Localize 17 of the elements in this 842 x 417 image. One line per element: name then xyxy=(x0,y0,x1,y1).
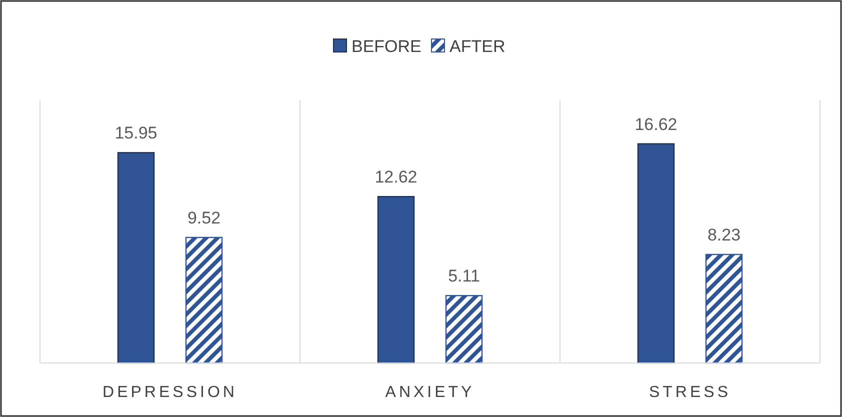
x-tick-label: ANXIETY xyxy=(385,384,475,401)
bar xyxy=(117,152,155,364)
legend-label: AFTER xyxy=(450,37,506,56)
x-tick-label: DEPRESSION xyxy=(102,384,238,401)
x-tick-label: STRESS xyxy=(648,384,732,401)
bar xyxy=(445,295,483,364)
data-label: 8.23 xyxy=(707,225,741,244)
data-label: 5.11 xyxy=(448,266,480,286)
data-label: 15.95 xyxy=(114,124,158,143)
bar xyxy=(705,254,743,364)
bar xyxy=(377,196,415,364)
bar xyxy=(637,143,675,364)
data-label: 12.62 xyxy=(374,168,418,187)
bar xyxy=(185,236,223,364)
data-label: 9.52 xyxy=(187,208,221,228)
legend-label: BEFORE xyxy=(352,37,422,56)
data-label: 16.62 xyxy=(634,114,678,134)
